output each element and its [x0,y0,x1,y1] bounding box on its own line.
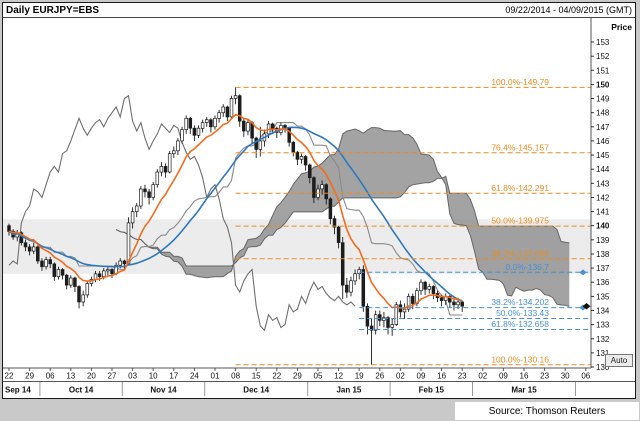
price-chart-svg[interactable]: 100.0%-149.79 76.4%-145.157 61.8%-142.291 5… [3,18,635,397]
svg-text:50.0%-139.975: 50.0%-139.975 [491,216,549,226]
slow-ma-line [8,126,463,303]
source-credit: Source: Thomson Reuters [455,402,639,420]
time-axis: 22 29 06 13 20 27 03 10 17 24 01 08 15 22 29 05 12 19 26 02… [3,367,635,396]
chart-panel: Daily EURJPY=EBS 09/22/2014 - 04/09/2015… [2,2,636,399]
svg-text:12: 12 [334,372,343,381]
svg-text:136: 136 [596,278,610,287]
svg-text:01: 01 [211,372,220,381]
svg-text:38.2%-137.659: 38.2%-137.659 [491,248,549,258]
svg-text:143: 143 [596,179,610,188]
svg-text:09: 09 [499,372,508,381]
svg-text:23: 23 [540,372,549,381]
svg-text:137: 137 [596,264,610,273]
svg-text:131: 131 [596,349,610,358]
svg-text:29: 29 [25,372,34,381]
svg-text:10: 10 [149,372,158,381]
svg-text:08: 08 [231,372,240,381]
svg-text:15: 15 [252,372,261,381]
svg-text:13: 13 [66,372,75,381]
svg-text:144: 144 [596,165,610,174]
svg-text:03: 03 [128,372,137,381]
candlesticks [7,87,464,365]
svg-text:16: 16 [437,372,446,381]
svg-text:134: 134 [596,307,610,316]
svg-text:23: 23 [458,372,467,381]
svg-text:26: 26 [375,372,384,381]
svg-text:06: 06 [581,372,590,381]
svg-text:132: 132 [596,335,610,344]
svg-text:61.8%-132.658: 61.8%-132.658 [491,319,549,329]
svg-text:05: 05 [314,372,323,381]
svg-text:152: 152 [596,52,610,61]
svg-text:133: 133 [596,321,610,330]
auto-scale-button[interactable]: Auto [605,354,633,367]
svg-text:100.0%-149.79: 100.0%-149.79 [491,77,549,87]
svg-text:20: 20 [87,372,96,381]
svg-text:149: 149 [596,95,610,104]
svg-text:138: 138 [596,250,610,259]
svg-text:06: 06 [46,372,55,381]
svg-text:0.0%-136.7: 0.0%-136.7 [506,262,550,272]
svg-text:151: 151 [596,66,610,75]
svg-text:100.0%-130.16: 100.0%-130.16 [491,354,549,364]
svg-text:02: 02 [396,372,405,381]
chart-header: Daily EURJPY=EBS 09/22/2014 - 04/09/2015… [3,3,635,18]
svg-text:19: 19 [355,372,364,381]
svg-text:50.0%-133.43: 50.0%-133.43 [496,308,549,318]
svg-text:09: 09 [417,372,426,381]
svg-text:30: 30 [561,372,570,381]
svg-text:16: 16 [520,372,529,381]
svg-text:22: 22 [5,372,14,381]
svg-text:Dec 14: Dec 14 [243,386,269,395]
svg-text:130: 130 [596,363,610,372]
svg-text:Sep 14: Sep 14 [5,386,31,395]
svg-text:135: 135 [596,292,610,301]
svg-text:148: 148 [596,109,610,118]
svg-text:141: 141 [596,208,610,217]
svg-text:139: 139 [596,236,610,245]
svg-text:140: 140 [596,222,610,231]
svg-text:145: 145 [596,151,610,160]
svg-text:61.8%-142.291: 61.8%-142.291 [491,183,549,193]
svg-text:Mar 15: Mar 15 [511,386,537,395]
chart-title: Daily EURJPY=EBS [6,4,100,16]
last-price-marker [582,303,591,310]
svg-text:29: 29 [293,372,302,381]
svg-text:27: 27 [108,372,117,381]
svg-text:146: 146 [596,137,610,146]
svg-text:147: 147 [596,123,610,132]
svg-text:150: 150 [596,80,610,89]
svg-text:Oct 14: Oct 14 [69,386,94,395]
date-range-label: 09/22/2014 - 04/09/2015 (GMT) [505,5,632,15]
svg-text:153: 153 [596,38,610,47]
svg-text:38.2%-134.202: 38.2%-134.202 [491,297,549,307]
svg-text:17: 17 [169,372,178,381]
svg-text:142: 142 [596,194,610,203]
svg-text:Price: Price [611,22,632,32]
base-line [8,122,463,316]
fibonacci-levels: 100.0%-149.79 76.4%-145.157 61.8%-142.291 5… [235,77,591,366]
svg-text:24: 24 [190,372,199,381]
svg-text:02: 02 [478,372,487,381]
svg-text:76.4%-145.157: 76.4%-145.157 [491,142,549,152]
svg-text:Jan 15: Jan 15 [336,386,361,395]
fast-ma-line [8,113,463,309]
svg-text:Feb 15: Feb 15 [419,386,445,395]
svg-text:Nov 14: Nov 14 [150,386,177,395]
svg-text:22: 22 [272,372,281,381]
